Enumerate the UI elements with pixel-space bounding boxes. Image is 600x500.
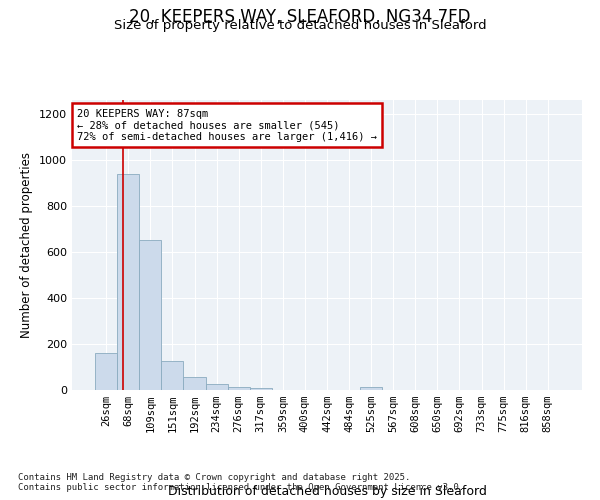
Text: 20 KEEPERS WAY: 87sqm
← 28% of detached houses are smaller (545)
72% of semi-det: 20 KEEPERS WAY: 87sqm ← 28% of detached …	[77, 108, 377, 142]
Bar	[250, 388, 272, 390]
Bar	[161, 361, 184, 390]
Text: 20, KEEPERS WAY, SLEAFORD, NG34 7FD: 20, KEEPERS WAY, SLEAFORD, NG34 7FD	[129, 8, 471, 26]
Y-axis label: Number of detached properties: Number of detached properties	[20, 152, 34, 338]
Bar	[184, 378, 206, 390]
Bar	[95, 353, 117, 390]
Text: Size of property relative to detached houses in Sleaford: Size of property relative to detached ho…	[113, 18, 487, 32]
Bar	[206, 384, 227, 390]
Text: Distribution of detached houses by size in Sleaford: Distribution of detached houses by size …	[167, 484, 487, 498]
Bar	[139, 240, 161, 390]
Bar	[227, 387, 250, 390]
Bar	[360, 387, 382, 390]
Bar	[117, 174, 139, 390]
Text: Contains HM Land Registry data © Crown copyright and database right 2025.
Contai: Contains HM Land Registry data © Crown c…	[18, 472, 464, 492]
